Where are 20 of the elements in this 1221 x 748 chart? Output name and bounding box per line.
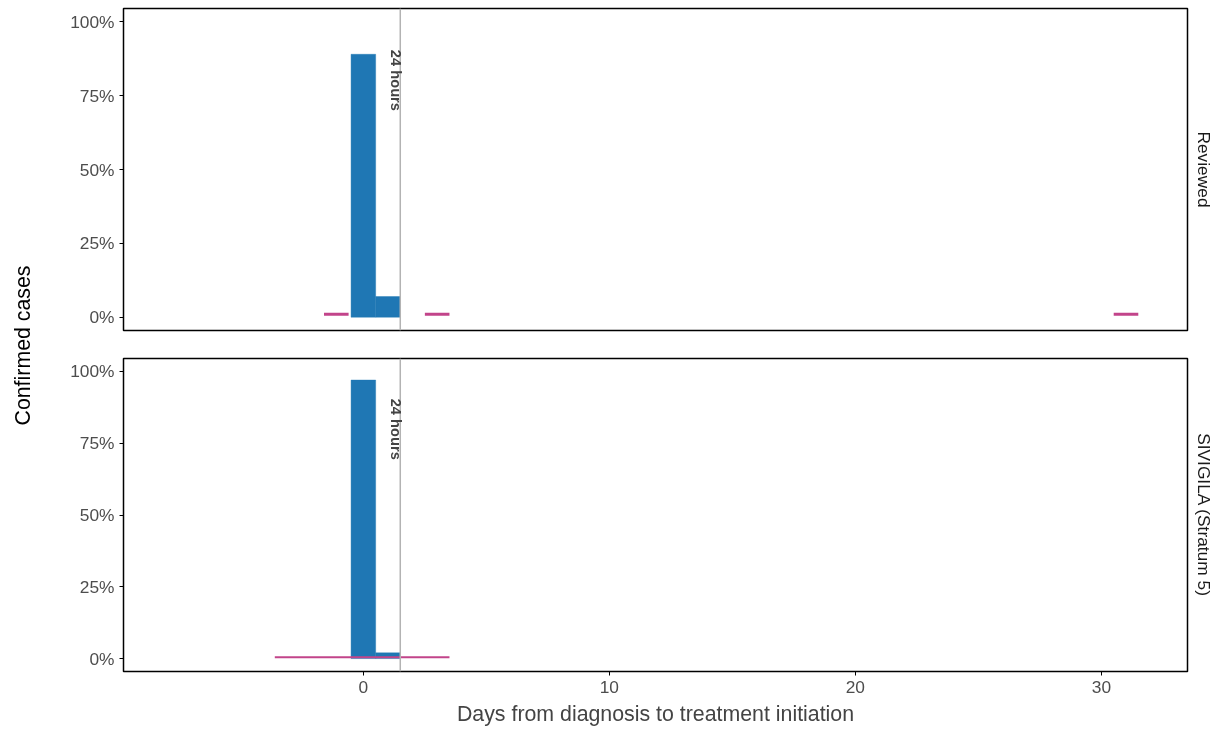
x-tick-label: 20 — [845, 676, 866, 697]
text: Reviewed — [1193, 131, 1214, 208]
x-tick-label: 0 — [358, 676, 369, 697]
y-tick-label: 50% — [79, 505, 115, 525]
y-tick-label: 75% — [79, 433, 115, 454]
x-tick-label: 10 — [599, 676, 620, 697]
y-tick-label: 50% — [79, 159, 115, 180]
y-tick-label: 75% — [79, 85, 115, 106]
y-axis-title: Confirmed cases — [10, 265, 35, 426]
x-tick-label: 30 — [1091, 676, 1112, 697]
ref-line-label: 24 hours — [388, 49, 405, 111]
y-tick-label: 25% — [79, 576, 115, 597]
y-tick-label: 0% — [89, 307, 115, 328]
y-tick-label: 25% — [79, 233, 115, 254]
y-tick-label: 100% — [70, 361, 115, 382]
text: SIVIGILA (Stratum 5) — [1193, 433, 1214, 596]
ref-line-label: 24 hours — [388, 398, 405, 460]
y-tick-label: 0% — [89, 648, 115, 669]
x-axis-title: Days from diagnosis to treatment initiation — [456, 701, 855, 726]
y-tick-label: 100% — [70, 11, 115, 32]
